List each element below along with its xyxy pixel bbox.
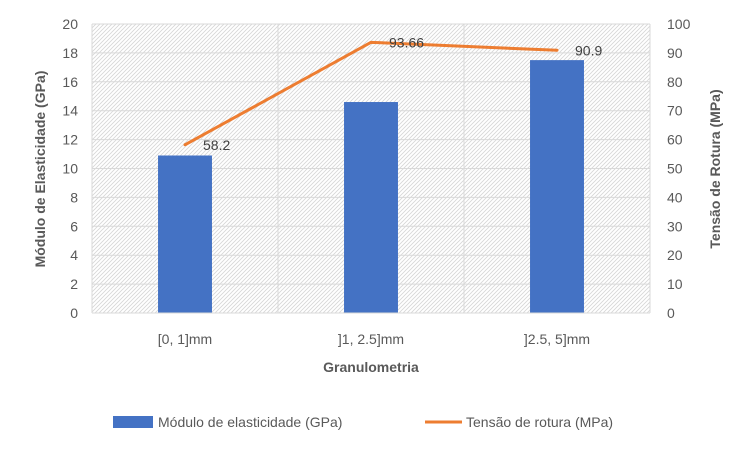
y2-tick-label: 60 (667, 132, 683, 148)
y2-tick-label: 90 (667, 45, 683, 61)
line-point (183, 143, 187, 147)
bar-series (158, 60, 584, 313)
y2-tick-label: 100 (667, 16, 691, 32)
y2-tick-label: 50 (667, 161, 683, 177)
y-tick-label: 8 (70, 189, 78, 205)
legend-label-line: Tensão de rotura (MPa) (466, 414, 613, 430)
y2-tick-label: 10 (667, 276, 683, 292)
x-axis-title: Granulometria (323, 359, 419, 375)
y-tick-label: 18 (62, 45, 78, 61)
data-labels: 58.2 93.66 90.9 (203, 34, 602, 152)
y2-tick-label: 0 (667, 305, 675, 321)
y-tick-label: 14 (62, 103, 78, 119)
line-series (183, 40, 559, 147)
y-tick-label: 4 (70, 247, 78, 263)
y-tick-label: 16 (62, 74, 78, 90)
y-tick-label: 2 (70, 276, 78, 292)
y-axis-title: Módulo de Elasticidade (GPa) (32, 71, 48, 268)
y2-tick-label: 40 (667, 189, 683, 205)
y2-tick-label: 70 (667, 103, 683, 119)
y2-tick-label: 30 (667, 218, 683, 234)
bar (344, 102, 398, 313)
y-tick-label: 20 (62, 16, 78, 32)
line-data-label: 58.2 (203, 137, 230, 153)
x-tick-label: ]1, 2.5]mm (338, 331, 404, 347)
axes: 0 2 4 6 8 10 12 14 16 18 20 0 10 20 30 40 50 60 70 80 90 100 [… (62, 16, 690, 347)
y2-tick-label: 80 (667, 74, 683, 90)
line-data-label: 93.66 (389, 34, 424, 50)
x-tick-label: [0, 1]mm (158, 331, 212, 347)
y2-tick-label: 20 (667, 247, 683, 263)
legend: Módulo de elasticidade (GPa) Tensão de ro… (113, 414, 613, 430)
y2-axis-title: Tensão de Rotura (MPa) (707, 89, 723, 248)
y-tick-label: 0 (70, 305, 78, 321)
line-data-label: 90.9 (575, 42, 602, 58)
y-tick-label: 10 (62, 161, 78, 177)
line-point (369, 40, 373, 44)
legend-swatch-bar (113, 416, 153, 428)
y-tick-label: 6 (70, 218, 78, 234)
legend-label-bar: Módulo de elasticidade (GPa) (158, 414, 342, 430)
bar (158, 155, 212, 313)
y-tick-label: 12 (62, 132, 78, 148)
bar (530, 60, 584, 313)
x-tick-label: ]2.5, 5]mm (524, 331, 590, 347)
line-point (555, 48, 559, 52)
